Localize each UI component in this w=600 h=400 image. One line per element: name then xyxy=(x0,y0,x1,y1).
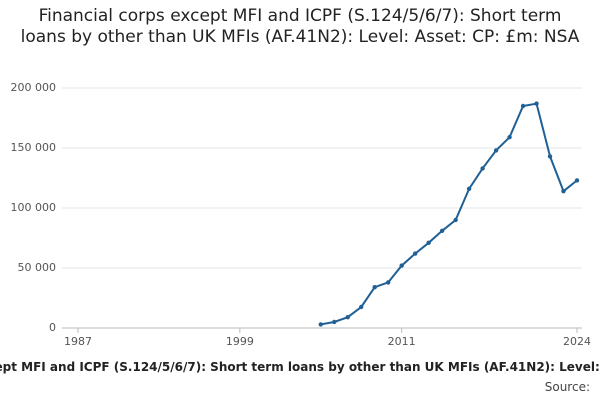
point xyxy=(507,135,512,140)
point xyxy=(480,166,485,171)
x-tick-label: 1999 xyxy=(226,335,254,348)
point xyxy=(412,251,418,256)
x-axis-label: Financial corps except MFI and ICPF (S.1… xyxy=(0,360,600,374)
point xyxy=(439,228,445,233)
point xyxy=(453,217,458,223)
point xyxy=(466,186,472,191)
point xyxy=(399,263,404,268)
x-tick-label: 2011 xyxy=(388,335,416,348)
y-tick-label: 0 xyxy=(49,321,56,334)
y-tick-label: 200 000 xyxy=(11,81,57,94)
x-tick-label: 1987 xyxy=(64,335,92,348)
point xyxy=(426,240,431,245)
chart-title: Financial corps except MFI and ICPF (S.1… xyxy=(20,6,580,47)
x-tick-label: 2024 xyxy=(563,335,591,348)
point xyxy=(345,315,350,320)
point xyxy=(561,189,566,194)
point xyxy=(332,319,337,325)
y-tick-label: 100 000 xyxy=(11,201,57,214)
point xyxy=(359,304,364,310)
point xyxy=(372,285,377,290)
source: Source: xyxy=(544,380,590,394)
point xyxy=(534,101,539,106)
y-tick-label: 150 000 xyxy=(11,141,57,154)
line xyxy=(320,102,578,326)
point xyxy=(318,322,323,327)
point xyxy=(547,154,553,159)
point xyxy=(574,178,580,183)
point xyxy=(493,148,499,153)
point xyxy=(520,103,526,109)
point xyxy=(385,280,391,285)
y-tick-label: 50 000 xyxy=(18,261,57,274)
